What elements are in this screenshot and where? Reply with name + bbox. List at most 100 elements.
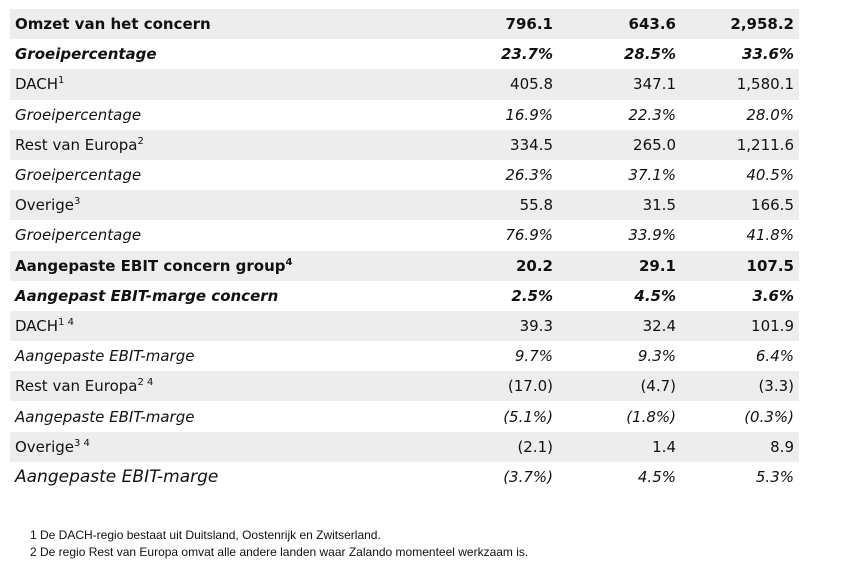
cell-v3: 8.9 [770,437,794,456]
table-row: Groeipercentage 76.9% 33.9% 41.8% [10,220,799,250]
row-label-text: Aangepast EBIT-marge concern [15,286,279,305]
footnote-marker: 4 [285,256,293,268]
table-row: Groeipercentage 26.3% 37.1% 40.5% [10,160,799,190]
cell-v1: 405.8 [510,75,553,94]
cell-v2: 32.4 [642,316,676,335]
footnote-marker: 1 [58,75,65,87]
row-label: Groeipercentage [10,45,430,63]
row-label: Aangepaste EBIT-marge [10,408,430,426]
footnote-marker: 1 4 [58,316,74,328]
footnote-1: 1 De DACH-regio bestaat uit Duitsland, O… [30,528,381,542]
cell-v2: 9.3% [637,347,676,366]
cell-v2: 37.1% [628,166,676,185]
cell-v3: 1,211.6 [736,135,794,154]
table-row: DACH1 405.8 347.1 1,580.1 [10,69,799,100]
cell-v1: 39.3 [519,316,553,335]
cell-v1: 334.5 [510,135,553,154]
row-label: Aangepaste EBIT-marge [10,347,430,365]
table-row: Rest van Europa2 4 (17.0) (4.7) (3.3) [10,371,799,402]
cell-v1: 2.5% [511,286,553,305]
row-label: Aangepast EBIT-marge concern [10,287,430,305]
cell-v3: (0.3%) [744,407,794,426]
row-label: Rest van Europa2 4 [10,377,430,395]
cell-v1: 20.2 [515,256,553,275]
cell-v3: 28.0% [746,105,794,124]
cell-v2: 33.9% [628,226,676,245]
cell-v1: 23.7% [500,45,553,64]
footnote-marker: 2 [137,135,144,147]
footnotes: 1 De DACH-regio bestaat uit Duitsland, O… [30,527,528,561]
table-row: Aangepaste EBIT concern group4 20.2 29.1 10… [10,250,799,281]
table-row: Aangepaste EBIT-marge 9.7% 9.3% 6.4% [10,341,799,371]
cell-v3: 6.4% [755,347,794,366]
cell-v1: 9.7% [514,347,553,366]
row-label-text: Aangepaste EBIT-marge [15,347,195,366]
cell-v2: 643.6 [628,15,676,34]
cell-v1: (5.1%) [503,407,553,426]
cell-v3: 3.6% [752,286,794,305]
cell-v2: 29.1 [638,256,676,275]
cell-v2: 28.5% [623,45,676,64]
cell-v1: 796.1 [505,15,553,34]
row-label: Groeipercentage [10,106,430,124]
cell-v2: 22.3% [628,105,676,124]
row-label-text: Omzet van het concern [15,15,211,34]
financial-table: Omzet van het concern 796.1 643.6 2,958.2 Gr… [10,9,799,492]
row-label-text: Rest van Europa [15,135,138,154]
cell-v3: 41.8% [746,226,794,245]
row-label-text: DACH [15,75,59,94]
row-label: Groeipercentage [10,166,430,184]
footnote-marker: 3 4 [74,437,90,449]
row-label: Groeipercentage [10,226,430,244]
cell-v2: 31.5 [642,196,676,215]
row-label-text: Overige [15,196,74,215]
cell-v2: 1.4 [652,437,676,456]
table-row: Aangepaste EBIT-marge (5.1%) (1.8%) (0.3%) [10,401,799,431]
footnote-marker: 3 [74,196,81,208]
cell-v1: (17.0) [507,377,553,396]
table-row: DACH1 4 39.3 32.4 101.9 [10,310,799,342]
cell-v3: 107.5 [746,256,794,275]
row-label-text: Rest van Europa [15,377,138,396]
footnote-marker: 2 4 [137,377,154,389]
row-label-text: Groeipercentage [15,45,157,64]
cell-v2: (4.7) [640,377,676,396]
row-label-text: Groeipercentage [15,166,142,185]
row-label: Overige3 4 [10,438,430,456]
table-row: Overige3 4 (2.1) 1.4 8.9 [10,431,799,462]
row-label-text: DACH [15,316,59,335]
row-label: Rest van Europa2 [10,136,430,154]
row-label: DACH1 [10,75,430,93]
row-label: DACH1 4 [10,317,430,335]
cell-v1: 76.9% [505,226,553,245]
row-label-text: Overige [15,437,74,456]
table-row: Groeipercentage 16.9% 22.3% 28.0% [10,100,799,130]
table-row: Aangepast EBIT-marge concern 2.5% 4.5% 3.6% [10,281,799,311]
cell-v3: 40.5% [746,166,794,185]
table-row: Omzet van het concern 796.1 643.6 2,958.2 [10,9,799,40]
table-row: Overige3 55.8 31.5 166.5 [10,190,799,221]
cell-v2: (1.8%) [626,407,676,426]
cell-v1: 16.9% [505,105,553,124]
cell-v1: (2.1) [517,437,553,456]
cell-v2: 347.1 [633,75,676,94]
cell-v1: 26.3% [505,166,553,185]
table-row: Aangepaste EBIT-marge (3.7%) 4.5% 5.3% [10,462,799,492]
cell-v3: 166.5 [751,196,794,215]
row-label-text: Aangepaste EBIT-marge [15,407,195,426]
cell-v3: (3.3) [758,377,794,396]
cell-v3: 2,958.2 [730,15,794,34]
cell-v1: (3.7%) [503,467,553,486]
row-label-text: Aangepaste EBIT-marge [15,466,219,487]
cell-v2: 4.5% [637,467,676,486]
row-label: Omzet van het concern [10,15,430,33]
row-label: Aangepaste EBIT-marge [10,467,430,487]
row-label: Overige3 [10,196,430,214]
row-label-text: Groeipercentage [15,105,142,124]
row-label: Aangepaste EBIT concern group4 [10,257,430,275]
cell-v1: 55.8 [519,196,553,215]
table-row: Groeipercentage 23.7% 28.5% 33.6% [10,39,799,69]
cell-v2: 4.5% [634,286,676,305]
cell-v3: 5.3% [755,467,794,486]
cell-v3: 1,580.1 [736,75,794,94]
